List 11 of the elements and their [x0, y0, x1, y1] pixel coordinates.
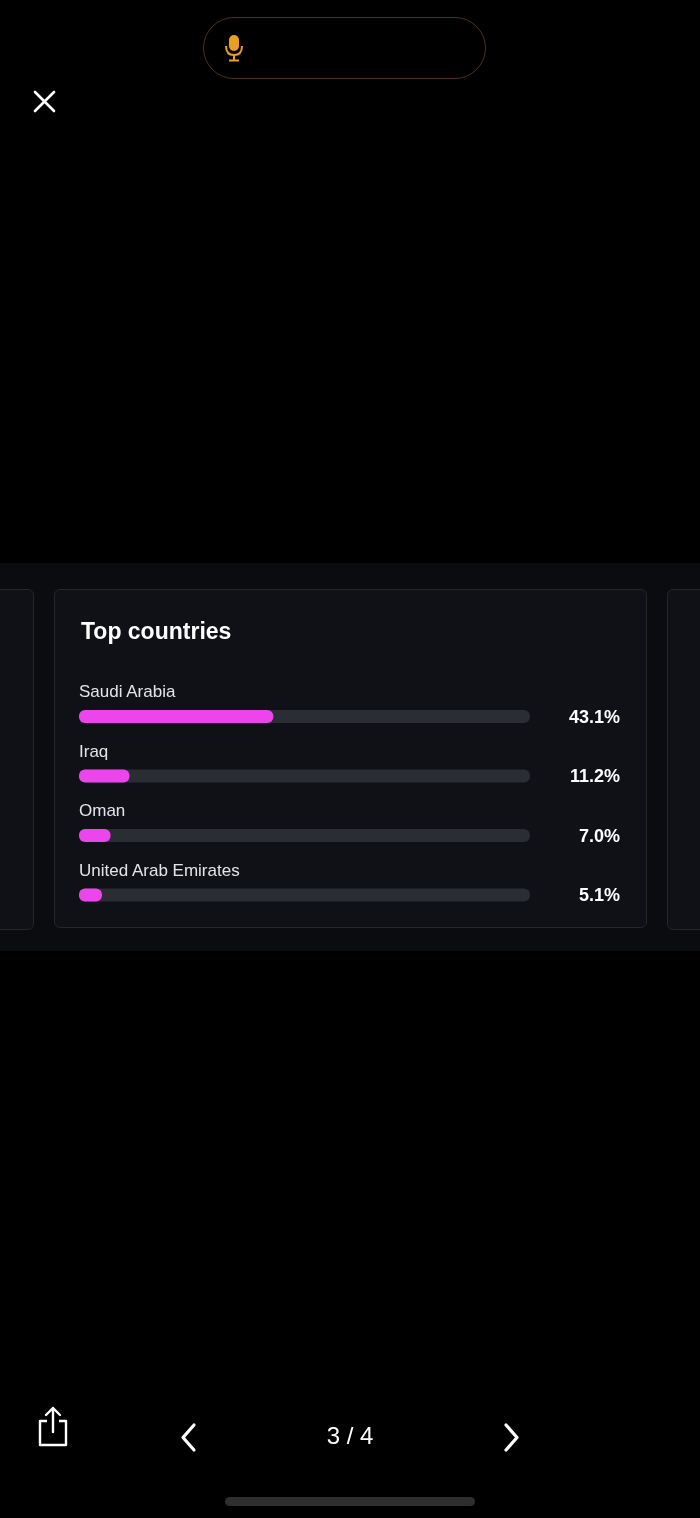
y-tick-label: United Arab Emirates	[79, 860, 240, 880]
data-label: 5.1%	[578, 885, 620, 906]
chart-title: Top countries	[81, 618, 232, 645]
data-label: 43.1%	[568, 706, 620, 727]
y-tick-label: Oman	[79, 801, 126, 820]
bar	[79, 769, 130, 783]
text: 3 / 4	[325, 1422, 375, 1450]
y-tick-label: Iraq	[79, 741, 109, 761]
data-label: 11.2%	[569, 766, 620, 787]
data-label: 7.0%	[578, 825, 620, 846]
y-tick-label: Saudi Arabia	[79, 682, 176, 701]
